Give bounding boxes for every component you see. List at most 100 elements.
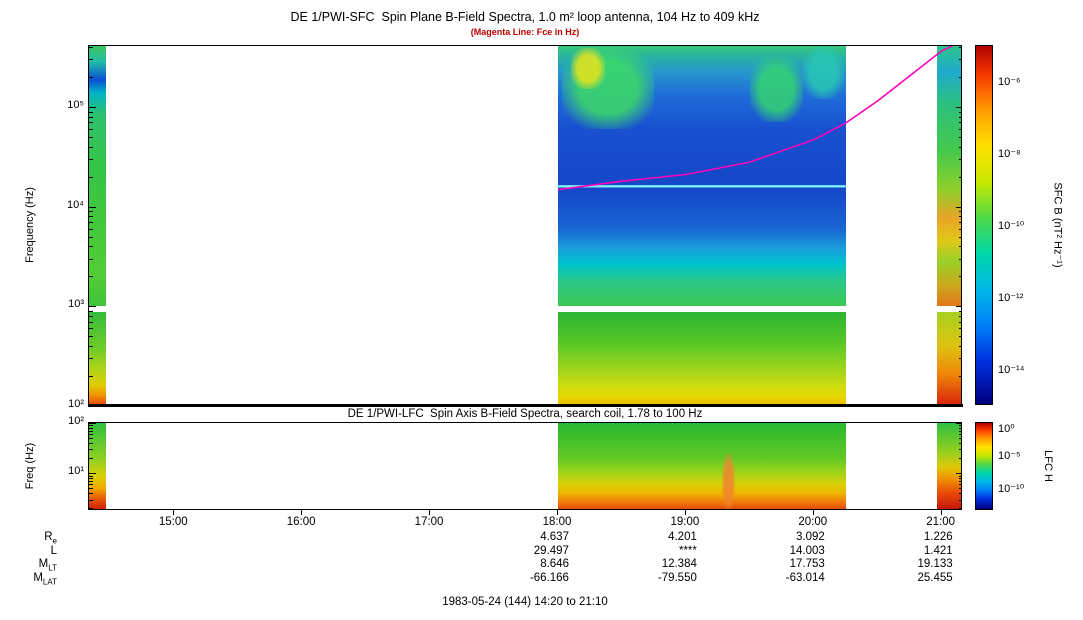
ephemeris-value: 19.133 <box>917 558 953 570</box>
y-minor-tick <box>959 499 961 501</box>
y-minor-tick <box>89 76 93 78</box>
y-minor-tick <box>959 328 961 330</box>
ephemeris-value: 3.092 <box>795 531 825 543</box>
y-minor-tick <box>89 345 93 347</box>
sfc-overlay <box>557 46 953 191</box>
ephemeris-value: 1.421 <box>923 544 953 557</box>
y-tick-label: 10³ <box>68 298 84 311</box>
y-minor-tick <box>89 427 93 429</box>
y-tick <box>89 106 96 108</box>
y-minor-tick <box>959 434 961 436</box>
y-minor-tick <box>959 438 961 440</box>
fce-line <box>557 46 953 191</box>
y-minor-tick <box>89 222 93 224</box>
y-minor-tick <box>959 478 961 480</box>
figure-subtitle: (Magenta Line: Fce in Hz) <box>470 27 580 37</box>
y-minor-tick <box>89 443 93 444</box>
colorbar-tick-label: 10⁻⁵ <box>998 450 1021 462</box>
spectrogram-patch <box>803 46 844 100</box>
y-minor-tick <box>89 328 93 330</box>
y-minor-tick <box>89 430 93 432</box>
y-minor-tick <box>959 358 961 360</box>
y-minor-tick <box>959 475 961 477</box>
sfc-plot-area <box>88 45 962 405</box>
ephemeris-value: 4.201 <box>668 531 697 543</box>
y-minor-tick <box>959 488 961 490</box>
y-minor-tick <box>959 222 961 224</box>
x-axis-tick-label: 17:00 <box>414 516 444 528</box>
ephemeris-value: 25.455 <box>917 571 953 584</box>
y-minor-tick <box>89 481 93 483</box>
y-minor-tick <box>959 310 961 312</box>
y-minor-tick <box>959 493 961 495</box>
y-minor-tick <box>959 159 961 161</box>
y-minor-tick <box>959 345 961 347</box>
y-minor-tick <box>959 46 961 48</box>
x-axis-tick-label: 18:00 <box>542 516 572 528</box>
y-minor-tick <box>959 336 961 338</box>
ephemeris-value: -79.550 <box>657 571 697 584</box>
y-minor-tick <box>959 315 961 317</box>
x-axis-tick <box>684 510 686 515</box>
y-minor-tick <box>89 488 93 490</box>
y-minor-tick <box>89 136 93 138</box>
y-tick-label: 10² <box>68 415 84 427</box>
ephemeris-value: 14.003 <box>789 544 825 557</box>
ephemeris-value: 29.497 <box>533 544 569 557</box>
y-minor-tick <box>89 478 93 480</box>
y-minor-tick <box>959 59 961 61</box>
spectrogram-patch <box>570 48 605 90</box>
panel-divider <box>88 404 963 407</box>
y-minor-tick <box>959 443 961 444</box>
y-minor-tick <box>89 508 93 509</box>
y-minor-tick <box>89 216 93 218</box>
y-minor-tick <box>89 258 93 260</box>
ephemeris-value: -63.014 <box>785 571 825 584</box>
y-minor-tick <box>89 129 93 131</box>
colorbar-tick-label: 10⁻¹⁰ <box>998 483 1025 495</box>
y-minor-tick <box>89 438 93 440</box>
y-tick <box>956 473 961 475</box>
y-minor-tick <box>89 59 93 61</box>
y-minor-tick <box>959 375 961 377</box>
spectrogram-block <box>557 423 846 509</box>
y-minor-tick <box>959 425 961 427</box>
y-minor-tick <box>959 258 961 260</box>
y-minor-tick <box>959 449 961 451</box>
y-minor-tick <box>959 129 961 131</box>
y-tick <box>956 423 961 424</box>
y-minor-tick <box>89 449 93 451</box>
ephemeris-row-label: MLAT <box>33 571 57 586</box>
spectrogram-patch <box>749 56 804 123</box>
y-tick <box>89 473 96 475</box>
y-minor-tick <box>89 425 93 427</box>
ephemeris-value: **** <box>678 544 697 557</box>
y-minor-tick <box>959 216 961 218</box>
colorbar-tick-label: 10⁻¹² <box>998 292 1024 304</box>
x-axis-tick-label: 16:00 <box>286 516 316 528</box>
y-tick <box>956 106 961 108</box>
y-tick <box>89 306 96 308</box>
lfc-panel-title: DE 1/PWI-LFC Spin Axis B-Field Spectra, … <box>347 408 703 420</box>
x-axis-tick-label: 21:00 <box>926 516 956 528</box>
ephemeris-value: 17.753 <box>789 558 825 570</box>
y-minor-tick <box>89 122 93 124</box>
ephemeris-row-label: Re <box>44 531 57 546</box>
y-minor-tick <box>89 146 93 148</box>
y-minor-tick <box>959 236 961 238</box>
x-axis-tick <box>429 510 431 515</box>
colorbar-tick-label: 10⁰ <box>998 423 1015 436</box>
y-tick-label: 10⁵ <box>67 98 84 111</box>
figure-title: DE 1/PWI-SFC Spin Plane B-Field Spectra,… <box>290 10 760 24</box>
y-tick-label: 10¹ <box>68 465 84 478</box>
x-axis-tick <box>173 510 175 515</box>
y-minor-tick <box>89 315 93 317</box>
y-minor-tick <box>89 211 93 213</box>
y-minor-tick <box>89 246 93 248</box>
y-minor-tick <box>89 236 93 238</box>
y-minor-tick <box>89 358 93 360</box>
y-tick <box>956 306 961 308</box>
y-minor-tick <box>959 458 961 460</box>
